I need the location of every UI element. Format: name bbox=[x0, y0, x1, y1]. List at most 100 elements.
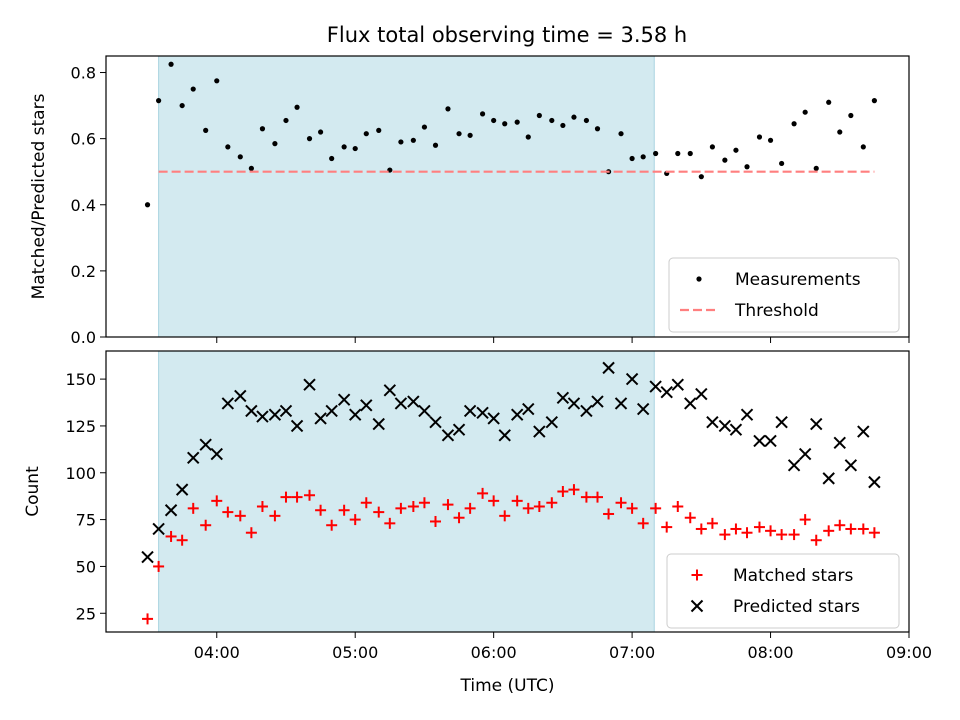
measurement-point bbox=[698, 174, 704, 180]
measurement-point bbox=[317, 129, 324, 135]
matched-stars-point bbox=[488, 495, 500, 507]
predicted-stars-point bbox=[441, 429, 455, 442]
measurement-point bbox=[467, 132, 473, 138]
predicted-stars-point bbox=[764, 434, 777, 448]
measurement-point bbox=[514, 119, 520, 125]
predicted-stars-point bbox=[787, 459, 801, 472]
ratio-y-axis-label: Matched/Predicted stars bbox=[29, 93, 49, 299]
matched-stars-point bbox=[603, 508, 615, 520]
matched-stars-point bbox=[546, 497, 558, 509]
predicted-stars-point bbox=[394, 397, 408, 410]
measurement-point bbox=[329, 155, 335, 162]
matched-stars-point bbox=[499, 510, 511, 522]
measurement-point bbox=[179, 102, 185, 109]
predicted-stars-point bbox=[279, 404, 293, 418]
measurement-point bbox=[491, 117, 497, 124]
matched-stars-point bbox=[765, 525, 777, 537]
measurement-point bbox=[860, 144, 866, 150]
matched-stars-point bbox=[788, 529, 800, 541]
x-tick-label: 05:00 bbox=[332, 643, 378, 662]
measurement-point bbox=[687, 150, 693, 157]
ratio-y-tick-label: 0.4 bbox=[71, 196, 96, 215]
measurement-point bbox=[871, 98, 877, 104]
predicted-stars-point bbox=[187, 451, 200, 464]
measurement-point bbox=[248, 165, 254, 171]
matched-stars-point bbox=[533, 500, 545, 512]
x-tick-label: 08:00 bbox=[747, 643, 793, 662]
matched-stars-point bbox=[245, 527, 257, 539]
predicted-stars-point bbox=[245, 404, 258, 418]
observing-window-shade bbox=[158, 55, 655, 338]
matched-stars-point bbox=[291, 491, 303, 503]
matched-stars-point bbox=[153, 560, 165, 572]
matched-stars-point bbox=[464, 502, 476, 514]
predicted-stars-point bbox=[729, 423, 743, 436]
predicted-stars-point bbox=[775, 415, 788, 429]
matched-stars-point bbox=[304, 489, 316, 501]
matched-stars-point bbox=[706, 517, 718, 529]
predicted-stars-point bbox=[141, 550, 154, 564]
matched-stars-point bbox=[211, 495, 223, 507]
legend-box bbox=[668, 257, 900, 333]
predicted-stars-point bbox=[221, 397, 235, 410]
predicted-stars-point bbox=[636, 402, 650, 416]
x-tick-label: 07:00 bbox=[609, 643, 655, 662]
matched-stars-point bbox=[719, 529, 731, 541]
matched-stars-point bbox=[407, 500, 419, 512]
predicted-stars-point bbox=[360, 399, 373, 412]
measurement-point bbox=[294, 104, 300, 110]
measurement-point bbox=[560, 122, 566, 129]
matched-stars-legend-marker bbox=[691, 569, 703, 581]
ratio-y-tick-label: 0.6 bbox=[71, 130, 96, 149]
measurement-point bbox=[225, 144, 231, 150]
x-tick-label: 09:00 bbox=[886, 643, 932, 662]
measurement-point bbox=[640, 154, 646, 160]
matched-stars-point bbox=[142, 613, 154, 625]
matched-stars-point bbox=[256, 500, 268, 512]
x-tick-label: 04:00 bbox=[194, 643, 240, 662]
measurement-point bbox=[272, 141, 278, 147]
ratio-legend: Measurements Threshold bbox=[668, 257, 900, 333]
measurement-point bbox=[629, 155, 635, 162]
measurement-point bbox=[744, 164, 750, 170]
predicted-stars-point bbox=[303, 378, 316, 391]
matched-stars-point bbox=[442, 499, 454, 511]
ratio-y-tick-label: 0.0 bbox=[71, 328, 96, 347]
ratio-y-tick-label: 0.2 bbox=[71, 262, 96, 281]
predicted-stars-point bbox=[614, 397, 628, 410]
measurement-point bbox=[341, 144, 347, 150]
predicted-stars-point bbox=[671, 378, 684, 391]
matched-stars-point bbox=[222, 506, 234, 518]
measurement-point bbox=[168, 61, 174, 67]
matched-stars-point bbox=[684, 512, 696, 524]
predicted-stars-point bbox=[463, 404, 477, 418]
ratio-y-tick-label: 0.8 bbox=[71, 64, 96, 83]
measurement-point bbox=[363, 131, 369, 137]
measurement-point bbox=[237, 154, 243, 160]
x-axis-label: Time (UTC) bbox=[460, 676, 555, 696]
predicted-stars-point bbox=[695, 387, 708, 401]
matched-stars-point bbox=[834, 519, 846, 531]
measurement-point bbox=[594, 126, 601, 132]
measurement-point bbox=[445, 106, 451, 112]
matched-stars-point bbox=[430, 515, 442, 527]
matched-stars-point bbox=[395, 502, 407, 514]
matched-stars-point bbox=[695, 523, 707, 535]
x-tick-label: 06:00 bbox=[471, 643, 517, 662]
predicted-stars-point bbox=[684, 397, 697, 410]
predicted-stars-point bbox=[268, 408, 282, 421]
predicted-stars-point bbox=[649, 380, 662, 393]
matched-stars-point bbox=[165, 530, 177, 542]
measurement-point bbox=[826, 99, 832, 105]
predicted-stars-point bbox=[798, 447, 812, 461]
count-y-tick-label: 125 bbox=[65, 417, 96, 436]
predicted-stars-point bbox=[706, 415, 719, 429]
measurement-point bbox=[432, 142, 439, 148]
predicted-stars-point bbox=[591, 395, 604, 408]
matched-stars-point bbox=[453, 512, 465, 524]
matched-stars-point bbox=[868, 527, 880, 539]
predicted-stars-point bbox=[210, 447, 223, 461]
predicted-stars-point bbox=[810, 417, 823, 431]
